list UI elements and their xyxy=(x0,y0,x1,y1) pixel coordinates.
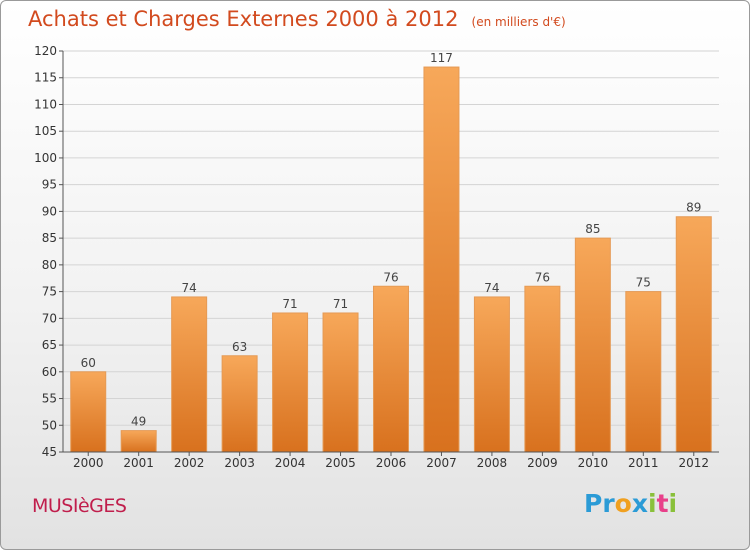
chart-title: Achats et Charges Externes 2000 à 2012 xyxy=(28,7,459,31)
y-tick-label: 60 xyxy=(42,365,57,379)
y-tick-label: 100 xyxy=(34,151,57,165)
bar xyxy=(625,291,662,453)
bar xyxy=(221,355,258,453)
logo-letter: i xyxy=(648,489,657,518)
y-axis: 45 50 55 60 65 70 75 80 85 90 95 100 105 110 115 120 xyxy=(34,44,64,459)
bar xyxy=(120,430,157,453)
y-tick-label: 95 xyxy=(42,178,57,192)
data-label: 49 xyxy=(131,415,146,429)
commune-name: MUSIèGES xyxy=(32,495,127,517)
bar xyxy=(524,285,561,453)
y-tick-label: 105 xyxy=(34,124,57,138)
bar xyxy=(322,312,359,453)
x-tick-label: 2006 xyxy=(376,456,407,470)
x-tick-label: 2008 xyxy=(477,456,508,470)
bar xyxy=(473,296,510,453)
x-tick-label: 2002 xyxy=(174,456,205,470)
data-label: 117 xyxy=(430,51,453,65)
bar xyxy=(373,285,409,453)
y-tick-label: 120 xyxy=(34,44,57,58)
y-tick-label: 70 xyxy=(42,311,57,325)
logo-letter: r xyxy=(602,489,615,518)
bar xyxy=(423,66,460,453)
data-label: 60 xyxy=(81,356,96,370)
y-tick-label: 50 xyxy=(42,418,57,432)
x-tick-label: 2009 xyxy=(527,456,558,470)
data-label: 76 xyxy=(535,270,550,284)
bar xyxy=(171,296,208,453)
x-tick-label: 2011 xyxy=(628,456,659,470)
data-label: 76 xyxy=(383,270,398,284)
x-axis: 2000 2001 2002 2003 2004 2005 2006 2007 2008 2009… xyxy=(63,451,719,470)
y-tick-label: 115 xyxy=(34,71,57,85)
logo-letter: o xyxy=(614,489,632,518)
data-label: 71 xyxy=(333,297,348,311)
x-tick-label: 2003 xyxy=(224,456,255,470)
data-label: 71 xyxy=(282,297,297,311)
bar xyxy=(574,237,611,453)
y-tick-label: 110 xyxy=(34,97,57,111)
x-tick-label: 2000 xyxy=(73,456,104,470)
bars: 60 49 74 63 71 71 76 117 74 76 85 75 89 xyxy=(70,51,712,453)
y-tick-label: 85 xyxy=(42,231,57,245)
x-tick-label: 2001 xyxy=(123,456,154,470)
x-tick-label: 2007 xyxy=(426,456,457,470)
y-tick-label: 75 xyxy=(42,285,57,299)
data-label: 74 xyxy=(484,281,499,295)
x-tick-label: 2010 xyxy=(578,456,609,470)
y-tick-label: 55 xyxy=(42,392,57,406)
y-tick-label: 90 xyxy=(42,204,57,218)
proxiti-logo: Proxiti xyxy=(584,489,677,518)
x-tick-label: 2012 xyxy=(678,456,709,470)
x-tick-label: 2005 xyxy=(325,456,356,470)
y-tick-label: 45 xyxy=(42,445,57,459)
data-label: 85 xyxy=(585,222,600,236)
chart-subtitle: (en milliers d'€) xyxy=(471,15,566,29)
bar xyxy=(70,371,107,453)
y-tick-label: 65 xyxy=(42,338,57,352)
logo-letter: t xyxy=(656,489,669,518)
bar xyxy=(272,312,309,453)
logo-letter: i xyxy=(668,489,678,518)
data-label: 74 xyxy=(182,281,197,295)
data-label: 63 xyxy=(232,340,247,354)
bar xyxy=(675,216,712,453)
logo-letter: P xyxy=(584,489,603,518)
x-tick-label: 2004 xyxy=(275,456,306,470)
chart-title-block: Achats et Charges Externes 2000 à 2012 (… xyxy=(28,7,566,31)
logo-letter: x xyxy=(631,489,648,518)
data-label: 75 xyxy=(636,276,651,290)
y-tick-label: 80 xyxy=(42,258,57,272)
data-label: 89 xyxy=(686,201,701,215)
